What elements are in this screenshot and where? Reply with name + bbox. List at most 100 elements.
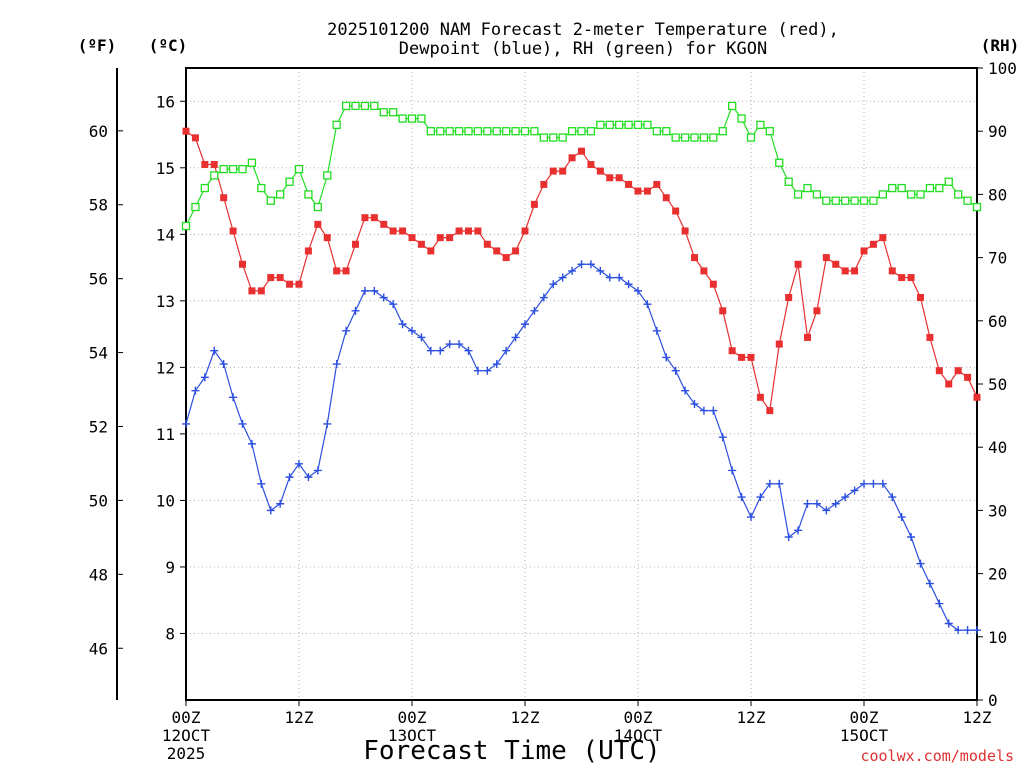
temperature-point [935, 367, 943, 375]
dewpoint-point [295, 459, 303, 468]
rh-point [954, 190, 963, 199]
dewpoint-point [257, 479, 266, 488]
dewpoint-point [530, 306, 539, 315]
rh-point [341, 101, 351, 111]
dewpoint-point [379, 293, 388, 302]
temperature-point [427, 247, 435, 255]
dewpoint-point [605, 273, 614, 282]
celsius-tick-label: 13 [156, 292, 175, 311]
chart-title-line-2: Dewpoint (blue), RH (green) for KGON [399, 39, 767, 59]
dewpoint-point [445, 340, 454, 349]
rh-point [181, 221, 191, 231]
temperature-point [587, 160, 595, 168]
temperature-point [201, 160, 209, 168]
dewpoint-point [643, 300, 652, 309]
x-tick-label: 12OCT [162, 726, 211, 745]
temperature-point [832, 260, 840, 268]
temperature-point [766, 407, 774, 415]
dewpoint-point [841, 493, 850, 502]
temperature-point [907, 274, 915, 282]
rh-point [756, 120, 765, 130]
rh-point [549, 133, 558, 142]
x-tick-label: 12Z [737, 708, 766, 727]
rh-point [784, 177, 793, 186]
temperature-point [549, 167, 557, 175]
dewpoint-point [568, 266, 577, 275]
dewpoint-point [944, 619, 953, 628]
rh-point [906, 190, 916, 199]
temperature-point [756, 393, 764, 401]
plot-frame [185, 67, 978, 701]
rh-point [454, 127, 464, 136]
rh-point [530, 127, 539, 136]
rh-point [276, 190, 285, 199]
rh-tick-label: 30 [988, 501, 1007, 520]
dewpoint-point [652, 326, 661, 335]
temperature-point [747, 353, 755, 361]
rh-point [426, 127, 435, 136]
dewpoint-point [464, 346, 473, 355]
dewpoint-point [182, 419, 190, 428]
rh-point [728, 101, 737, 111]
temperature-point [408, 234, 416, 242]
x-tick-label: 15OCT [840, 726, 889, 745]
temperature-point [653, 180, 661, 188]
rh-point [746, 133, 756, 142]
x-tick-label: 12Z [511, 708, 540, 727]
x-tick-label: 12Z [285, 708, 314, 727]
temperature-point [898, 274, 906, 282]
x-tick-label: 00Z [850, 708, 879, 727]
dewpoint-point [436, 346, 445, 355]
temperature-point [681, 227, 689, 235]
dewpoint-point [907, 533, 916, 542]
temperature-point [370, 214, 378, 222]
dewpoint-point [850, 486, 859, 495]
temperature-point [964, 373, 972, 381]
dewpoint-point [615, 273, 624, 282]
dewpoint-point [229, 393, 238, 402]
temperature-point [380, 220, 388, 228]
dewpoint-point [210, 346, 219, 355]
dewpoint-point [765, 479, 774, 488]
dewpoint-point [624, 280, 633, 289]
rh-point [690, 133, 699, 142]
rh-point [473, 127, 483, 136]
temperature-point [191, 134, 199, 142]
rh-tick-label: 90 [988, 122, 1007, 141]
rh-point [464, 127, 473, 136]
dewpoint-point [191, 386, 200, 395]
rh-point [266, 196, 275, 205]
temperature-point [276, 274, 284, 282]
dewpoint-point [473, 366, 482, 375]
temperature-point [606, 174, 614, 182]
rh-point [191, 202, 200, 212]
axes [116, 67, 983, 706]
dewpoint-point [521, 320, 529, 329]
dewpoint-point [219, 360, 228, 369]
rh-point [709, 133, 718, 142]
temperature-point [879, 234, 887, 242]
rh-point [643, 120, 652, 130]
fahrenheit-tick-label: 52 [89, 418, 108, 437]
rh-point [502, 127, 511, 136]
dewpoint-point [897, 513, 906, 522]
rh-point [520, 127, 530, 136]
temperature-point [954, 367, 962, 375]
dewpoint-point [869, 479, 878, 488]
dewpoint-point [784, 533, 793, 542]
temperature-point [182, 127, 190, 135]
rh-point [737, 114, 746, 123]
fahrenheit-unit-label: (ºF) [78, 36, 117, 55]
temperature-point [361, 214, 369, 222]
dewpoint-point [728, 466, 737, 475]
temperature-point [267, 274, 275, 282]
temperature-point [794, 260, 802, 268]
temperature-point [709, 280, 717, 288]
rh-point [793, 190, 803, 199]
rh-point [671, 133, 680, 142]
dewpoint-point [925, 579, 934, 588]
temperature-point [719, 307, 727, 315]
rh-point [219, 164, 228, 174]
dewpoint-point [426, 346, 435, 355]
